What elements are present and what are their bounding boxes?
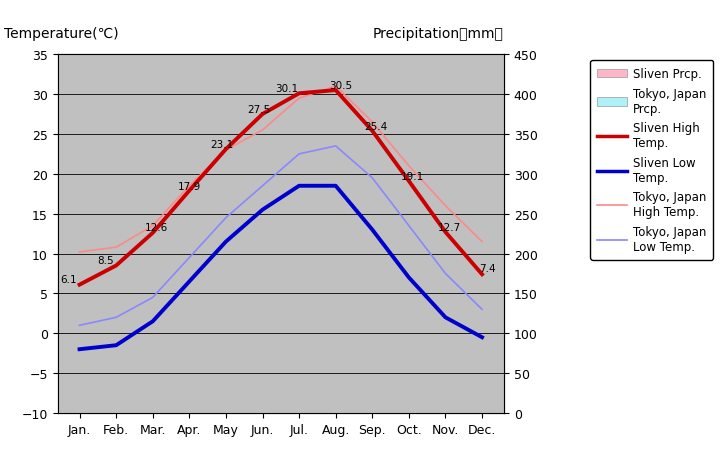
Text: 23.1: 23.1: [211, 140, 234, 150]
Text: 25.4: 25.4: [364, 122, 387, 131]
Bar: [359, 384, 372, 413]
Bar: [469, 384, 482, 413]
Text: 30.5: 30.5: [330, 81, 353, 91]
Text: 7.4: 7.4: [480, 264, 496, 274]
Text: 17.9: 17.9: [178, 181, 201, 191]
Bar: [287, 384, 299, 413]
Bar: [226, 304, 239, 413]
Bar: [323, 384, 336, 413]
Bar: [482, 381, 495, 413]
Bar: [67, 384, 79, 413]
Bar: [446, 339, 458, 413]
Bar: [250, 384, 263, 413]
Legend: Sliven Prcp., Tokyo, Japan
Prcp., Sliven High
Temp., Sliven Low
Temp., Tokyo, Ja: Sliven Prcp., Tokyo, Japan Prcp., Sliven…: [590, 61, 714, 260]
Text: 12.6: 12.6: [145, 223, 168, 233]
Bar: [372, 246, 385, 413]
Text: 8.5: 8.5: [97, 255, 114, 265]
Text: 6.1: 6.1: [60, 274, 77, 284]
Bar: [104, 384, 116, 413]
Text: Precipitation（mm）: Precipitation（mm）: [373, 27, 504, 41]
Bar: [263, 282, 275, 413]
Bar: [153, 320, 166, 413]
Bar: [336, 280, 348, 413]
Bar: [299, 291, 312, 413]
Bar: [396, 384, 409, 413]
Bar: [116, 369, 129, 413]
Bar: [140, 384, 153, 413]
Bar: [213, 384, 226, 413]
Bar: [433, 384, 446, 413]
Bar: [176, 384, 189, 413]
Bar: [189, 314, 202, 413]
Text: Temperature(℃): Temperature(℃): [4, 27, 119, 41]
Text: 30.1: 30.1: [275, 84, 298, 94]
Bar: [409, 282, 422, 413]
Text: 12.7: 12.7: [438, 223, 461, 233]
Bar: [79, 372, 92, 413]
Text: 19.1: 19.1: [401, 172, 424, 182]
Text: 27.5: 27.5: [247, 105, 271, 115]
